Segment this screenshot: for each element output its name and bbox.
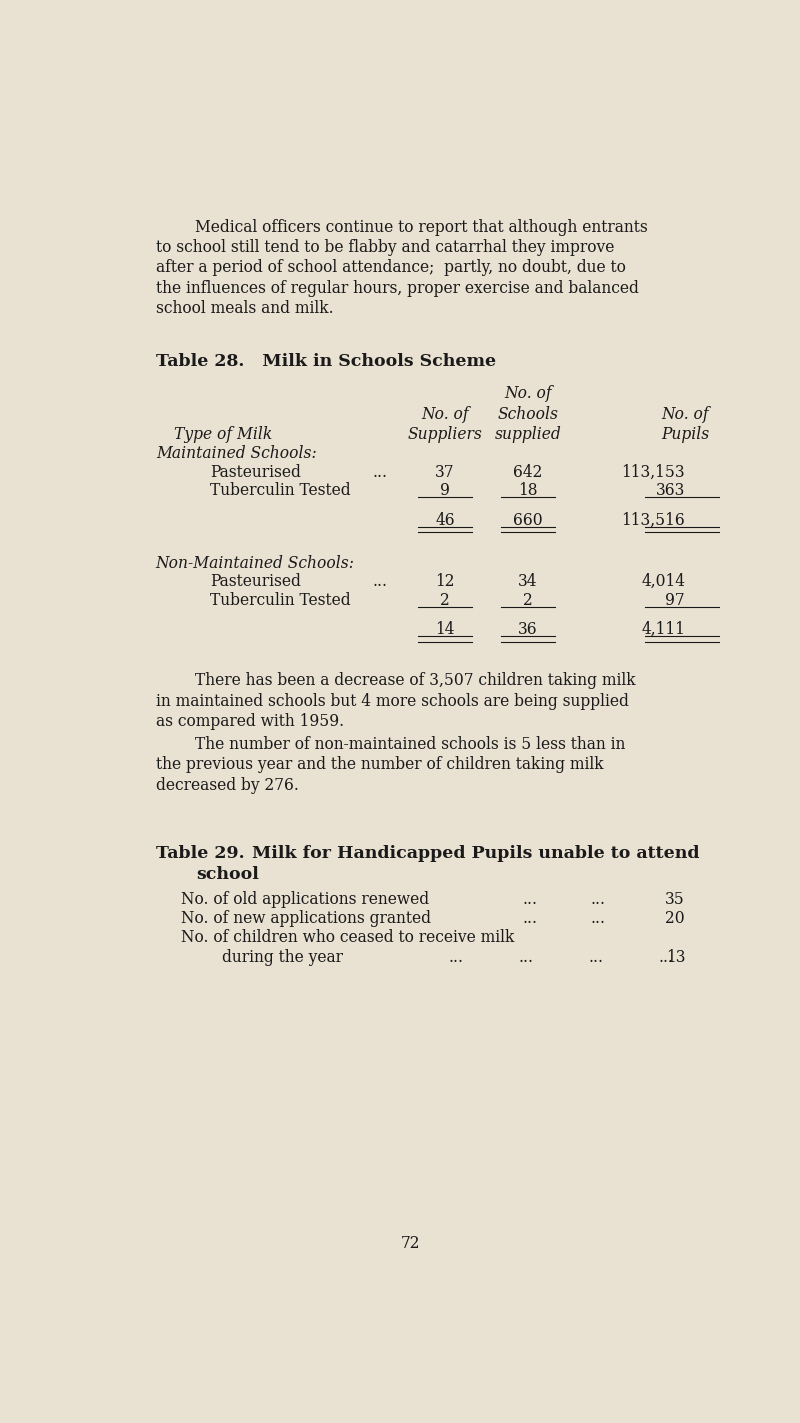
Text: 36: 36 — [518, 622, 538, 638]
Text: 97: 97 — [666, 592, 685, 609]
Text: Maintained Schools:: Maintained Schools: — [156, 445, 317, 462]
Text: ...: ... — [590, 909, 605, 926]
Text: 4,014: 4,014 — [641, 573, 685, 591]
Text: Pasteurised: Pasteurised — [210, 464, 301, 481]
Text: There has been a decrease of 3,507 children taking milk: There has been a decrease of 3,507 child… — [156, 673, 635, 690]
Text: 14: 14 — [435, 622, 454, 638]
Text: 46: 46 — [435, 512, 454, 529]
Text: Suppliers: Suppliers — [407, 425, 482, 443]
Text: 113,516: 113,516 — [622, 512, 685, 529]
Text: ...: ... — [373, 573, 388, 591]
Text: school meals and milk.: school meals and milk. — [156, 300, 334, 317]
Text: 13: 13 — [666, 949, 685, 966]
Text: No. of children who ceased to receive milk: No. of children who ceased to receive mi… — [182, 929, 514, 946]
Text: supplied: supplied — [494, 425, 561, 443]
Text: the previous year and the number of children taking milk: the previous year and the number of chil… — [156, 756, 603, 773]
Text: 642: 642 — [513, 464, 542, 481]
Text: 34: 34 — [518, 573, 538, 591]
Text: Tuberculin Tested: Tuberculin Tested — [210, 482, 350, 499]
Text: Non-Maintained Schools:: Non-Maintained Schools: — [156, 555, 355, 572]
Text: No. of new applications granted: No. of new applications granted — [182, 909, 431, 926]
Text: Table 28.   Milk in Schools Scheme: Table 28. Milk in Schools Scheme — [156, 353, 496, 370]
Text: The number of non-maintained schools is 5 less than in: The number of non-maintained schools is … — [156, 736, 625, 753]
Text: to school still tend to be flabby and catarrhal they improve: to school still tend to be flabby and ca… — [156, 239, 614, 256]
Text: Pasteurised: Pasteurised — [210, 573, 301, 591]
Text: Pupils: Pupils — [661, 425, 710, 443]
Text: ...: ... — [518, 949, 534, 966]
Text: ...: ... — [658, 949, 674, 966]
Text: 363: 363 — [656, 482, 685, 499]
Text: ...: ... — [590, 891, 605, 908]
Text: 20: 20 — [666, 909, 685, 926]
Text: during the year: during the year — [222, 949, 342, 966]
Text: Milk for Handicapped Pupils unable to attend: Milk for Handicapped Pupils unable to at… — [228, 845, 699, 862]
Text: Tuberculin Tested: Tuberculin Tested — [210, 592, 350, 609]
Text: the influences of regular hours, proper exercise and balanced: the influences of regular hours, proper … — [156, 280, 638, 297]
Text: No. of: No. of — [504, 386, 552, 403]
Text: as compared with 1959.: as compared with 1959. — [156, 713, 344, 730]
Text: Type of Milk: Type of Milk — [174, 425, 272, 443]
Text: No. of old applications renewed: No. of old applications renewed — [182, 891, 430, 908]
Text: ...: ... — [522, 891, 538, 908]
Text: ...: ... — [373, 464, 388, 481]
Text: No. of: No. of — [662, 406, 709, 423]
Text: ...: ... — [522, 909, 538, 926]
Text: in maintained schools but 4 more schools are being supplied: in maintained schools but 4 more schools… — [156, 693, 629, 710]
Text: 660: 660 — [513, 512, 542, 529]
Text: ...: ... — [449, 949, 464, 966]
Text: decreased by 276.: decreased by 276. — [156, 777, 298, 794]
Text: Table 29.: Table 29. — [156, 845, 245, 862]
Text: ...: ... — [589, 949, 603, 966]
Text: Medical officers continue to report that although entrants: Medical officers continue to report that… — [156, 219, 647, 235]
Text: 2: 2 — [523, 592, 533, 609]
Text: 37: 37 — [435, 464, 454, 481]
Text: 9: 9 — [440, 482, 450, 499]
Text: 12: 12 — [435, 573, 454, 591]
Text: 2: 2 — [440, 592, 450, 609]
Text: school: school — [196, 867, 259, 884]
Text: 18: 18 — [518, 482, 538, 499]
Text: 4,111: 4,111 — [642, 622, 685, 638]
Text: 72: 72 — [400, 1235, 420, 1252]
Text: 35: 35 — [666, 891, 685, 908]
Text: 113,153: 113,153 — [622, 464, 685, 481]
Text: Schools: Schools — [498, 406, 558, 423]
Text: No. of: No. of — [421, 406, 469, 423]
Text: after a period of school attendance;  partly, no doubt, due to: after a period of school attendance; par… — [156, 259, 626, 276]
